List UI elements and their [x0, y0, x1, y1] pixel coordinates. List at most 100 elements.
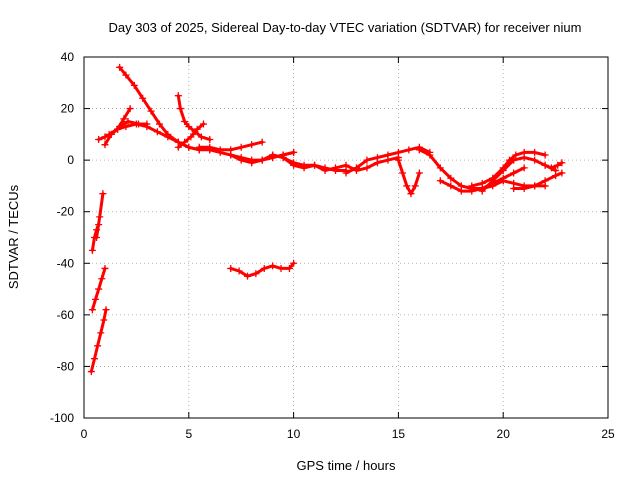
data-point — [174, 143, 182, 151]
y-tick-label: -60 — [57, 308, 75, 322]
data-point — [100, 316, 108, 324]
data-point — [558, 169, 566, 177]
series-s24 — [541, 159, 566, 172]
data-point — [510, 169, 518, 177]
series-s23 — [510, 182, 549, 193]
data-point — [520, 154, 528, 162]
x-axis-label: GPS time / hours — [297, 458, 396, 473]
data-point — [139, 94, 147, 102]
data-point — [541, 161, 549, 169]
data-point — [547, 164, 555, 172]
series-s16 — [342, 143, 434, 177]
data-point — [195, 143, 203, 151]
y-tick-label: -40 — [57, 256, 75, 270]
data-point — [122, 123, 130, 131]
data-point — [363, 164, 371, 172]
data-point — [116, 63, 124, 71]
data-point — [101, 141, 109, 149]
grid-lines — [84, 57, 608, 418]
data-point — [520, 164, 528, 172]
data-point — [120, 115, 128, 123]
data-point — [90, 355, 98, 363]
data-point — [206, 136, 214, 144]
data-point — [88, 306, 96, 314]
data-point — [468, 182, 476, 190]
data-point — [531, 156, 539, 164]
data-point — [124, 117, 132, 125]
data-point — [415, 169, 423, 177]
data-point — [394, 148, 402, 156]
data-point — [510, 185, 518, 193]
data-point — [114, 125, 122, 133]
data-point — [321, 166, 329, 174]
axis-ticks — [83, 56, 609, 419]
data-point — [87, 368, 95, 376]
data-point — [541, 182, 549, 190]
series-line — [543, 161, 564, 170]
series-line — [396, 158, 421, 196]
y-axis-label: SDTVAR / TECUs — [6, 184, 21, 289]
data-point — [101, 264, 109, 272]
data-point — [143, 123, 151, 131]
data-point — [342, 161, 350, 169]
data-point — [197, 133, 205, 141]
data-point — [552, 172, 560, 180]
data-point — [95, 285, 103, 293]
data-point — [130, 81, 138, 89]
data-point — [269, 151, 277, 159]
data-point — [237, 156, 245, 164]
data-point — [558, 159, 566, 167]
y-tick-label: 20 — [61, 102, 75, 116]
data-point — [153, 128, 161, 136]
data-point — [237, 143, 245, 151]
data-point — [181, 138, 189, 146]
x-tick-label: 10 — [287, 427, 301, 441]
data-point — [447, 174, 455, 182]
series-s17 — [394, 156, 423, 198]
series-s03 — [88, 264, 109, 314]
data-point — [187, 133, 195, 141]
data-point — [126, 105, 134, 113]
data-point — [227, 264, 235, 272]
x-tick-label: 25 — [601, 427, 615, 441]
y-tick-label: 0 — [67, 153, 74, 167]
data-point — [248, 141, 256, 149]
data-point — [411, 182, 419, 190]
data-point — [155, 120, 163, 128]
data-point — [279, 154, 287, 162]
data-point — [332, 164, 340, 172]
series-line — [480, 156, 558, 193]
data-point — [436, 164, 444, 172]
data-point — [216, 148, 224, 156]
data-point — [531, 182, 539, 190]
series-line — [512, 184, 547, 190]
data-point — [94, 342, 102, 350]
data-point — [394, 156, 402, 164]
y-tick-label: -20 — [57, 205, 75, 219]
data-point — [499, 166, 507, 174]
data-point — [102, 306, 110, 314]
data-point — [105, 130, 113, 138]
data-point — [181, 117, 189, 125]
data-point — [426, 151, 434, 159]
data-point — [520, 185, 528, 193]
data-point — [510, 156, 518, 164]
data-point — [174, 92, 182, 100]
data-point — [96, 213, 104, 221]
data-point — [206, 146, 214, 154]
data-point — [260, 264, 268, 272]
data-point — [290, 161, 298, 169]
data-point — [399, 169, 407, 177]
data-point — [478, 179, 486, 187]
data-point — [132, 120, 140, 128]
tick-labels: 0 5 10 15 20 25 -100 -80 -60 -40 -20 0 20 40 — [50, 50, 615, 441]
data-point — [363, 156, 371, 164]
y-tick-label: -80 — [57, 359, 75, 373]
x-tick-label: 0 — [81, 427, 88, 441]
data-point — [447, 182, 455, 190]
y-tick-label: -100 — [50, 411, 74, 425]
data-series — [87, 63, 566, 376]
data-point — [193, 125, 201, 133]
data-point — [258, 138, 266, 146]
x-tick-label: 20 — [497, 427, 511, 441]
